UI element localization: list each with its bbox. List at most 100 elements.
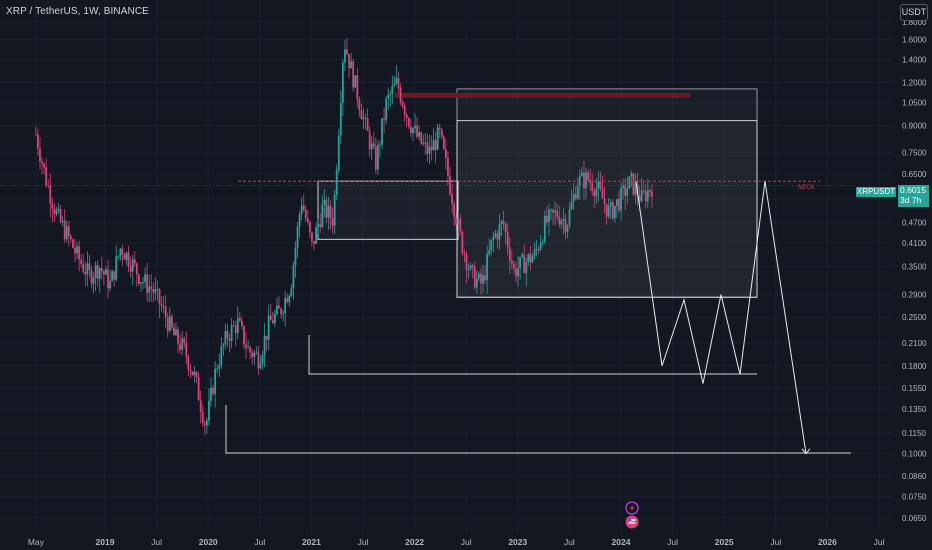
candle-body (581, 172, 583, 176)
candle-body (362, 117, 365, 120)
candle-body (609, 202, 612, 207)
candle-body (144, 274, 146, 283)
candle-body (284, 297, 287, 314)
candle-body (142, 282, 144, 284)
candle-body (477, 273, 480, 279)
candle-body (181, 338, 184, 350)
candle-body (331, 218, 334, 226)
candle-body (49, 185, 52, 204)
candle-body (150, 286, 153, 290)
candle-body (158, 289, 161, 305)
candle-body (358, 99, 361, 111)
candle-body (545, 215, 548, 223)
candle-body (257, 352, 260, 369)
y-tick-label: 1.2000 (902, 79, 927, 88)
candle-body (366, 117, 369, 131)
candle-body (585, 172, 587, 189)
candle-body (605, 203, 608, 217)
candle-body (618, 199, 620, 211)
price-axis[interactable]: 1.8000 1.6000 1.4000 1.2000 1.0500 0.9000 0.75… (902, 18, 927, 523)
accumulation-zone (317, 180, 459, 240)
y-tick-label: 0.2500 (902, 313, 927, 322)
candle-body (296, 226, 299, 248)
candle-body (574, 193, 577, 199)
candle-body (319, 224, 322, 227)
candle-body (558, 217, 561, 225)
candle-body (377, 144, 379, 170)
candle-body (453, 203, 456, 217)
currency-button[interactable]: USDT (900, 4, 928, 21)
candle-body (337, 135, 340, 171)
x-tick-label: Jul (461, 537, 472, 547)
candle-body (634, 183, 637, 195)
candle-body (352, 61, 355, 88)
candle-body (407, 117, 410, 127)
candle-body (313, 241, 315, 244)
y-tick-label: 1.0500 (902, 98, 927, 107)
candle-body (175, 329, 177, 336)
candle-body (593, 191, 596, 197)
y-tick-label: 1.8000 (902, 18, 927, 27)
x-tick-label: 2020 (199, 537, 218, 547)
candle-body (473, 266, 476, 288)
y-tick-label: 0.4100 (902, 239, 927, 248)
candle-body (482, 275, 484, 284)
candle-body (220, 346, 223, 366)
candle-body (346, 49, 348, 55)
candle-body (193, 372, 196, 376)
x-tick-label: Jul (564, 537, 575, 547)
candle-body (321, 204, 324, 227)
candle-body (564, 219, 567, 232)
candle-body (628, 176, 631, 189)
y-tick-label: 0.2100 (902, 339, 927, 348)
candle-body (210, 387, 212, 401)
candle-body (502, 221, 505, 225)
candle-body (222, 344, 225, 347)
candle-body (475, 278, 478, 288)
candle-body (368, 130, 371, 150)
candle-body (548, 209, 550, 223)
candle-body (65, 226, 68, 240)
candle-body (428, 146, 431, 154)
candle-body (616, 199, 618, 206)
y-tick-label: 0.9000 (902, 122, 927, 131)
candle-body (238, 317, 241, 322)
candle-body (241, 321, 243, 326)
candle-body (102, 271, 105, 275)
flag-icon[interactable] (625, 515, 639, 529)
candle-body (622, 185, 625, 188)
candle-body (80, 259, 83, 264)
candle-body (397, 77, 400, 89)
candle-body (282, 313, 285, 315)
candle-body (383, 118, 385, 120)
candle-body (245, 344, 247, 348)
candle-body (341, 62, 344, 103)
candle-body (543, 215, 546, 242)
price-tag-countdown: 3d 7h (900, 195, 922, 205)
y-tick-label: 0.1800 (902, 362, 927, 371)
candle-body (39, 148, 41, 162)
candle-body (566, 225, 569, 232)
candle-body (486, 254, 489, 281)
candle-body (117, 255, 120, 257)
candle-body (168, 316, 171, 331)
candle-body (329, 205, 332, 219)
candle-body (445, 149, 447, 159)
lightning-icon[interactable] (625, 501, 639, 515)
candle-body (611, 202, 614, 219)
candle-body (570, 201, 573, 210)
candlestick-series (34, 38, 653, 436)
candle-body (494, 233, 497, 237)
candle-body (436, 127, 439, 150)
time-axis[interactable]: May 2019 Jul 2020 Jul 2021 Jul 2022 Jul 2023 Jul 20… (28, 537, 885, 547)
candle-body (430, 146, 433, 151)
candle-body (86, 263, 89, 275)
candle-body (333, 194, 336, 226)
candle-body (69, 236, 72, 240)
candle-body (638, 195, 641, 202)
candle-body (552, 209, 554, 213)
candle-body (92, 277, 95, 284)
candle-body (500, 221, 503, 225)
candle-body (53, 208, 56, 215)
